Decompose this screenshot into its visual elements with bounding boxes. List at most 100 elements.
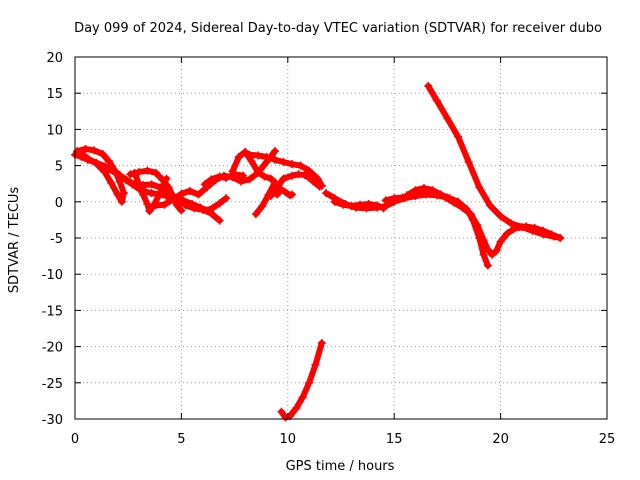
- data-point-marker: [134, 168, 143, 177]
- data-point-marker: [139, 190, 148, 199]
- series-arc-13: [330, 197, 388, 213]
- series-layer: [71, 81, 565, 422]
- x-tick-label: 0: [71, 432, 79, 447]
- data-point-marker: [107, 178, 116, 187]
- data-point-marker: [117, 197, 126, 206]
- data-point-marker: [419, 184, 428, 193]
- data-point-marker: [105, 157, 114, 166]
- data-point-marker: [428, 186, 437, 195]
- x-tick-label: 25: [599, 432, 616, 447]
- data-point-marker: [373, 201, 382, 210]
- data-point-marker: [241, 147, 250, 156]
- data-point-marker: [181, 201, 190, 210]
- data-point-marker: [90, 146, 99, 155]
- y-tick-label: -20: [42, 341, 63, 356]
- data-point-marker: [279, 157, 288, 166]
- y-axis-label: SDTVAR / TECUs: [7, 187, 22, 294]
- data-point-marker: [402, 191, 411, 200]
- data-point-marker: [364, 199, 373, 208]
- data-point-marker: [556, 234, 565, 242]
- data-point-marker: [454, 132, 463, 141]
- data-point-marker: [113, 170, 122, 179]
- data-point-marker: [309, 177, 318, 186]
- data-point-marker: [271, 147, 280, 156]
- data-point-marker: [381, 196, 390, 205]
- data-point-marker: [483, 261, 492, 270]
- y-tick-label: -30: [42, 413, 63, 428]
- data-point-marker: [517, 223, 526, 232]
- data-point-marker: [411, 186, 420, 195]
- data-point-marker: [200, 180, 209, 189]
- data-point-marker: [236, 177, 245, 186]
- data-point-marker: [492, 247, 501, 256]
- series-arc-11: [200, 170, 248, 189]
- data-point-marker: [207, 209, 216, 218]
- data-point-marker: [390, 194, 399, 203]
- data-point-marker: [239, 171, 248, 180]
- data-point-marker: [147, 180, 156, 189]
- data-point-marker: [105, 165, 114, 174]
- data-point-marker: [300, 171, 309, 180]
- y-tick-label: 15: [46, 87, 63, 102]
- data-point-marker: [485, 201, 494, 210]
- data-point-marker: [424, 81, 433, 90]
- data-point-marker: [247, 157, 256, 166]
- data-point-marker: [164, 183, 173, 192]
- data-point-marker: [288, 171, 297, 180]
- data-point-marker: [245, 175, 254, 184]
- data-point-marker: [462, 205, 471, 214]
- data-point-marker: [151, 168, 160, 177]
- data-point-marker: [496, 212, 505, 221]
- x-tick-label: 10: [280, 432, 297, 447]
- data-point-marker: [288, 190, 297, 199]
- data-point-marker: [315, 182, 324, 191]
- data-point-marker: [454, 197, 463, 206]
- data-point-marker: [177, 189, 186, 198]
- data-point-marker: [260, 172, 269, 181]
- data-point-marker: [356, 200, 365, 209]
- data-point-marker: [222, 194, 231, 203]
- data-point-marker: [379, 204, 388, 213]
- data-point-marker: [279, 174, 288, 183]
- data-point-marker: [156, 189, 165, 198]
- data-point-marker: [254, 151, 263, 160]
- x-tick-label: 20: [492, 432, 509, 447]
- data-point-marker: [75, 148, 84, 157]
- data-point-marker: [330, 197, 339, 206]
- x-tick-label: 15: [386, 432, 403, 447]
- data-point-marker: [496, 237, 505, 246]
- data-point-marker: [122, 175, 131, 184]
- data-point-marker: [443, 114, 452, 123]
- data-point-marker: [198, 205, 207, 214]
- series-band: [404, 185, 491, 269]
- data-point-marker: [185, 186, 194, 195]
- y-tick-label: 20: [46, 51, 63, 66]
- data-point-marker: [194, 190, 203, 199]
- data-point-marker: [311, 360, 320, 369]
- data-point-marker: [277, 407, 286, 416]
- data-point-marker: [549, 232, 558, 241]
- data-point-marker: [479, 250, 488, 259]
- y-tick-label: -15: [42, 304, 63, 319]
- data-point-marker: [258, 202, 267, 211]
- data-point-marker: [464, 157, 473, 166]
- data-point-marker: [347, 202, 356, 211]
- data-point-marker: [245, 150, 254, 159]
- data-point-marker: [222, 173, 231, 182]
- series-band: [278, 340, 325, 421]
- data-point-marker: [281, 188, 290, 197]
- data-point-marker: [151, 201, 160, 210]
- data-point-marker: [215, 216, 224, 225]
- series-arc-17: [277, 338, 326, 422]
- data-point-marker: [271, 155, 280, 164]
- series-band: [246, 151, 325, 189]
- data-point-marker: [215, 172, 224, 181]
- data-point-marker: [143, 199, 152, 208]
- data-point-marker: [113, 190, 122, 199]
- data-point-marker: [92, 159, 101, 168]
- data-point-marker: [298, 393, 307, 402]
- data-point-marker: [502, 229, 511, 238]
- data-point-marker: [339, 200, 348, 209]
- y-tick-label: -5: [50, 232, 63, 247]
